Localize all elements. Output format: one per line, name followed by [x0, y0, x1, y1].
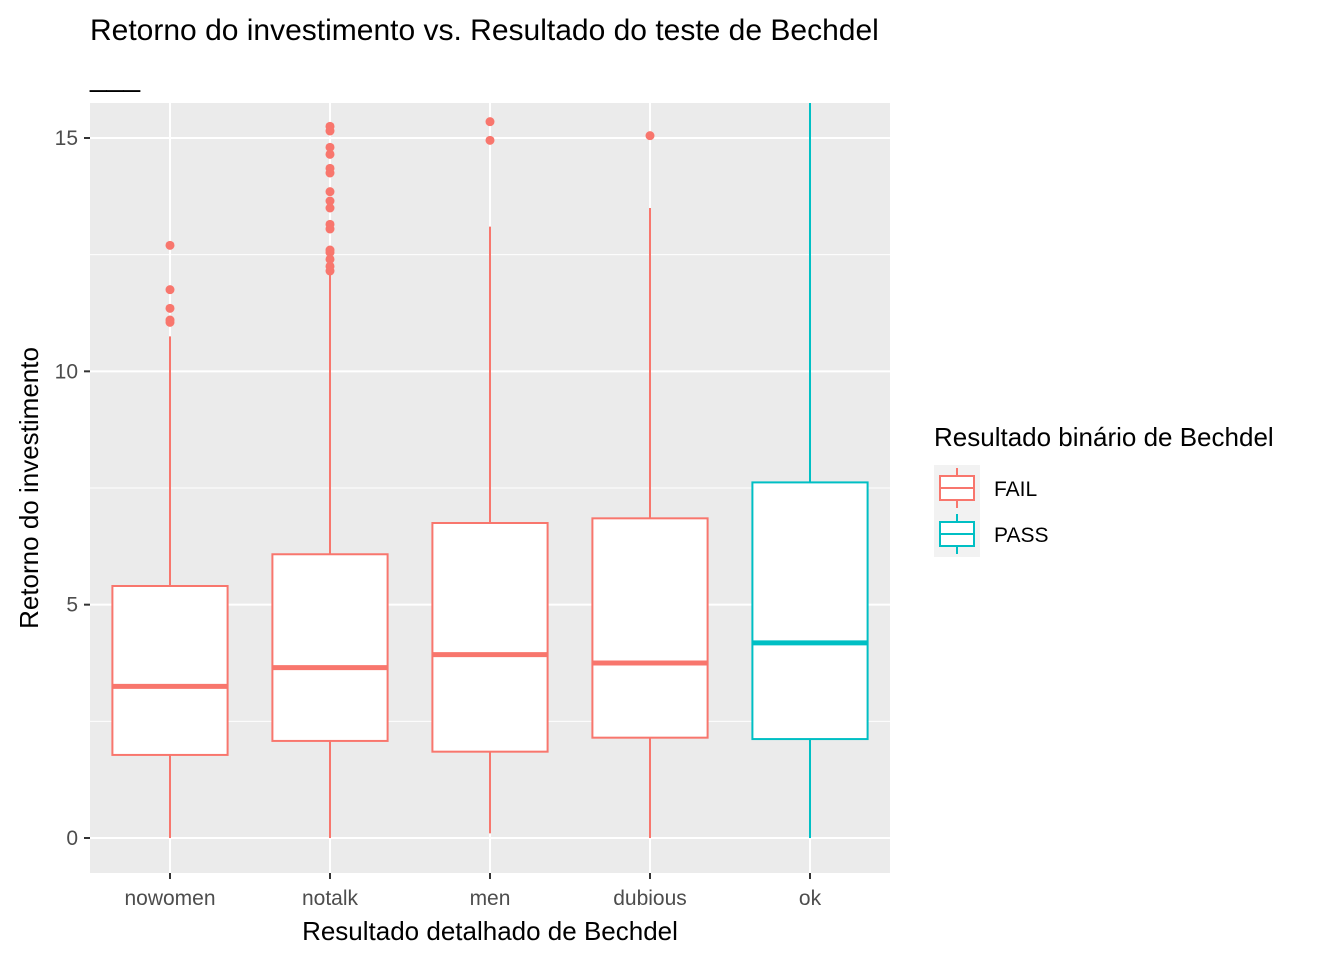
y-tick-label: 10 — [55, 360, 78, 383]
x-tick-label: ok — [799, 887, 822, 910]
outlier-point — [645, 131, 655, 141]
x-tick-label: men — [470, 887, 511, 910]
outlier-point — [325, 121, 335, 131]
box-iqr — [111, 585, 229, 756]
outlier-point — [325, 196, 335, 206]
outlier-point — [325, 142, 335, 152]
outlier-point — [325, 149, 335, 159]
x-tick-label: notalk — [302, 887, 359, 910]
box-notalk — [271, 121, 389, 838]
outlier-point — [165, 315, 175, 325]
outlier-point — [325, 163, 335, 173]
legend-key-fail — [934, 465, 980, 511]
x-axis: nowomen notalk men dubious ok — [124, 873, 822, 910]
x-tick-label: dubious — [613, 887, 687, 910]
outlier-point — [325, 203, 335, 213]
y-tick-label: 5 — [66, 594, 78, 617]
y-tick-label: 15 — [55, 127, 78, 150]
outlier-point — [325, 254, 335, 264]
box-iqr — [591, 517, 709, 739]
legend-label-pass: PASS — [994, 524, 1048, 547]
outlier-point — [485, 135, 495, 145]
box-ok — [751, 103, 869, 838]
box-iqr — [271, 553, 389, 742]
legend-title: Resultado binário de Bechdel — [934, 422, 1274, 452]
outlier-point — [325, 245, 335, 255]
chart-title: Retorno do investimento vs. Resultado do… — [90, 14, 879, 47]
outlier-point — [325, 261, 335, 271]
box-iqr — [751, 481, 869, 741]
box-series — [111, 103, 869, 838]
box-iqr — [431, 522, 549, 753]
outlier-point — [325, 187, 335, 197]
outlier-point — [485, 117, 495, 127]
chart-subtitle: ___ — [89, 60, 141, 93]
box-nowomen — [111, 240, 229, 838]
legend-key-pass — [934, 511, 980, 557]
outlier-point — [165, 240, 175, 250]
y-tick-label: 0 — [66, 827, 78, 850]
box-dubious — [591, 131, 709, 838]
box-men — [431, 117, 549, 834]
y-axis: 0 5 10 15 — [55, 127, 90, 850]
legend: Resultado binário de Bechdel FAIL PASS — [934, 422, 1274, 557]
outlier-point — [165, 285, 175, 295]
outlier-point — [165, 303, 175, 313]
outlier-point — [325, 219, 335, 229]
x-tick-label: nowomen — [124, 887, 215, 910]
legend-label-fail: FAIL — [994, 478, 1037, 501]
x-axis-title: Resultado detalhado de Bechdel — [302, 916, 678, 946]
y-axis-title: Retorno do investimento — [14, 347, 44, 629]
